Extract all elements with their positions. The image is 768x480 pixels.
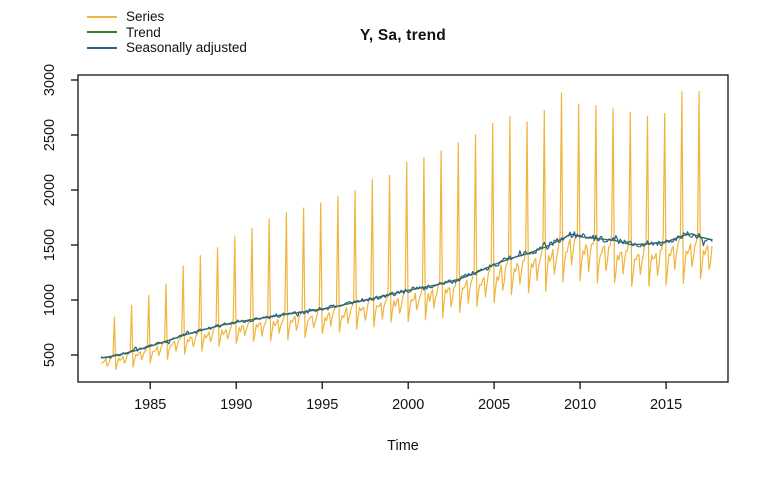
y-axis-tick-label: 2000 bbox=[42, 174, 58, 206]
legend-label-seasonally-adjusted: Seasonally adjusted bbox=[126, 40, 247, 56]
legend-item-trend: Trend bbox=[87, 25, 247, 41]
y-axis-tick-label: 1000 bbox=[42, 284, 58, 316]
series-line-swatch bbox=[87, 15, 117, 18]
seasonally-adjusted-line bbox=[100, 231, 713, 359]
y-axis-tick-label: 3000 bbox=[42, 64, 58, 96]
legend-item-series: Series bbox=[87, 9, 247, 25]
y-axis-tick-label: 1500 bbox=[42, 229, 58, 261]
trend-line-swatch bbox=[87, 31, 117, 34]
legend-label-series: Series bbox=[126, 9, 165, 25]
observed-series-line bbox=[100, 90, 713, 370]
y-axis-tick-label: 500 bbox=[42, 343, 58, 367]
legend-item-seasonally-adjusted: Seasonally adjusted bbox=[87, 40, 247, 56]
x-axis-tick-label: 2010 bbox=[564, 397, 596, 413]
sa-line-swatch bbox=[87, 46, 117, 49]
x-axis-label: Time bbox=[387, 438, 419, 454]
plot-frame bbox=[77, 74, 729, 383]
legend: Series Trend Seasonally adjusted bbox=[87, 9, 247, 56]
x-axis-tick-label: 2015 bbox=[650, 397, 682, 413]
y-axis-tick-label: 2500 bbox=[42, 119, 58, 151]
chart-title: Y, Sa, trend bbox=[360, 27, 446, 44]
x-axis-tick-label: 2005 bbox=[478, 397, 510, 413]
x-axis-tick-label: 1995 bbox=[306, 397, 338, 413]
legend-label-trend: Trend bbox=[126, 24, 161, 40]
x-axis-tick-label: 1990 bbox=[220, 397, 252, 413]
x-axis-tick-label: 2000 bbox=[392, 397, 424, 413]
x-axis-tick-label: 1985 bbox=[134, 397, 166, 413]
